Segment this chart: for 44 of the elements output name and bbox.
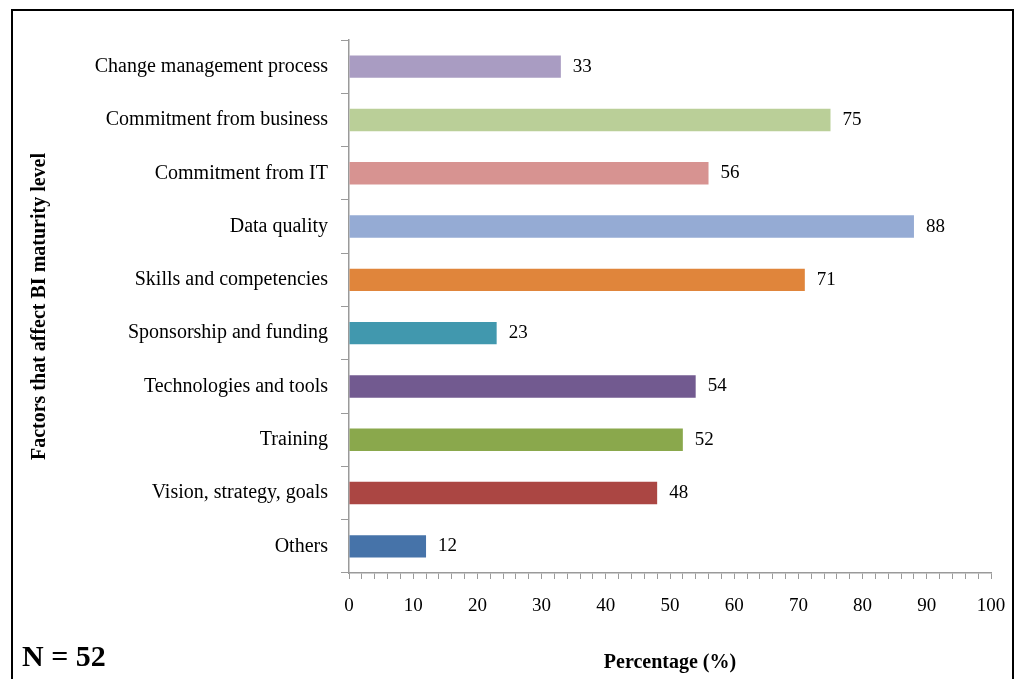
x-tick-label: 80 [853, 594, 873, 616]
data-label: 23 [508, 321, 528, 343]
bar [349, 535, 427, 558]
y-tick-label: Technologies and tools [143, 373, 329, 397]
data-label: 52 [694, 427, 714, 449]
x-tick-label: 100 [976, 594, 1006, 616]
bar [349, 268, 805, 292]
x-tick-label: 70 [788, 594, 808, 616]
x-tick-label: 10 [403, 594, 423, 616]
y-tick-label: Data quality [229, 213, 328, 237]
data-label: 48 [669, 481, 689, 503]
x-tick-label: 90 [917, 594, 937, 616]
y-tick-label: Sponsorship and funding [128, 320, 328, 344]
x-tick-label: 60 [724, 594, 744, 616]
data-label: 12 [438, 534, 458, 556]
data-label: 75 [842, 107, 862, 129]
bar [349, 162, 709, 185]
y-tick-label: Commitment from IT [154, 160, 328, 183]
x-tick-label: 30 [532, 594, 552, 616]
bar [349, 215, 914, 238]
text: N = 52 [22, 638, 106, 674]
x-axis-title: Percentage (%) [603, 650, 737, 674]
bar [349, 108, 831, 132]
data-label: 71 [816, 267, 836, 289]
x-tick-label: 50 [660, 594, 680, 616]
data-label: 33 [572, 54, 592, 76]
bar [349, 481, 658, 505]
bar [349, 55, 561, 78]
y-tick-label: Vision, strategy, goals [151, 480, 329, 504]
x-tick-label: 40 [596, 594, 616, 616]
x-tick-label: 20 [467, 594, 487, 616]
y-tick-label: Change management process [94, 53, 329, 77]
y-axis-title: Factors that affect BI maturity level [27, 152, 51, 461]
y-tick-label: Training [259, 427, 328, 450]
data-label: 56 [720, 161, 740, 183]
bar [349, 428, 683, 451]
x-tick-label: 0 [344, 594, 354, 616]
bar [349, 321, 497, 345]
y-tick-label: Skills and competencies [134, 267, 329, 291]
y-tick-label: Others [274, 533, 329, 556]
y-tick-label: Commitment from business [105, 107, 329, 130]
bar [349, 375, 696, 398]
data-label: 54 [707, 374, 728, 396]
data-label: 88 [925, 214, 945, 236]
